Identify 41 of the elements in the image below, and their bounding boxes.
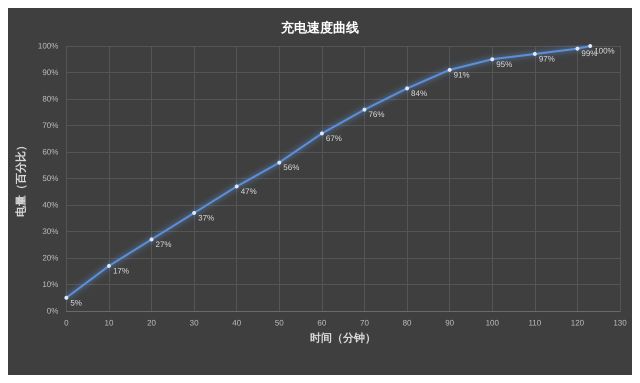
x-tick-label: 130 [613, 318, 628, 328]
x-tick-label: 120 [570, 318, 585, 328]
data-label: 37% [198, 213, 214, 222]
y-axis-title: 电量（百分比） [14, 140, 28, 217]
data-label: 17% [112, 266, 129, 276]
x-tick-label: 0 [64, 318, 70, 328]
y-tick-label: 0% [46, 306, 58, 316]
data-label: 67% [326, 134, 342, 143]
y-tick-label: 40% [42, 200, 58, 210]
data-label: 84% [411, 88, 428, 98]
y-tick-label: 20% [42, 254, 58, 262]
x-tick-label: 70 [360, 318, 370, 328]
data-label: 76% [368, 110, 384, 120]
data-label: 97% [538, 54, 555, 64]
y-tick-label: 50% [42, 174, 58, 183]
y-tick-label: 80% [42, 94, 58, 104]
x-axis-title: 时间（分钟） [310, 332, 376, 344]
x-tick-label: 90 [445, 318, 455, 328]
data-label: 5% [70, 298, 82, 308]
x-tick-label: 100 [486, 318, 500, 328]
y-tick-label: 100% [38, 42, 58, 50]
x-tick-label: 40 [232, 318, 242, 328]
x-tick-label: 20 [147, 318, 157, 328]
x-tick-label: 80 [402, 318, 412, 328]
y-tick-label: 90% [42, 68, 58, 77]
x-tick-label: 10 [104, 318, 114, 328]
y-tick-label: 70% [42, 121, 58, 130]
data-label: 99% [581, 49, 598, 58]
data-label: 27% [156, 240, 172, 249]
data-label: 91% [454, 70, 470, 80]
x-tick-label: 30 [190, 318, 200, 328]
y-tick-label: 10% [42, 280, 58, 289]
data-label: 95% [496, 60, 512, 69]
x-tick-label: 60 [317, 318, 327, 328]
chart-title: 充电速度曲线 [280, 20, 359, 35]
data-label: 47% [240, 186, 257, 196]
x-tick-label: 50 [274, 318, 284, 328]
y-tick-label: 30% [42, 227, 58, 236]
x-tick-label: 110 [528, 318, 542, 328]
y-tick-label: 60% [42, 148, 58, 156]
data-label: 56% [283, 163, 300, 172]
